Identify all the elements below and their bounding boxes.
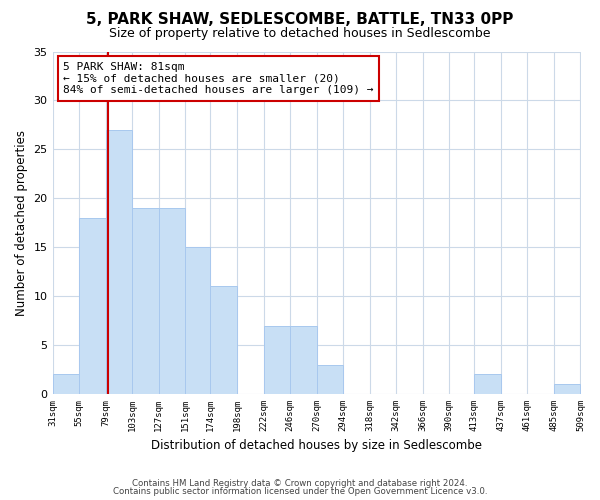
Bar	[106, 130, 132, 394]
X-axis label: Distribution of detached houses by size in Sedlescombe: Distribution of detached houses by size …	[151, 440, 482, 452]
Bar	[475, 374, 501, 394]
Bar	[317, 364, 343, 394]
Text: Contains HM Land Registry data © Crown copyright and database right 2024.: Contains HM Land Registry data © Crown c…	[132, 478, 468, 488]
Y-axis label: Number of detached properties: Number of detached properties	[15, 130, 28, 316]
Text: 5, PARK SHAW, SEDLESCOMBE, BATTLE, TN33 0PP: 5, PARK SHAW, SEDLESCOMBE, BATTLE, TN33 …	[86, 12, 514, 28]
Bar	[290, 326, 317, 394]
Bar	[158, 208, 185, 394]
Bar	[263, 326, 290, 394]
Text: 5 PARK SHAW: 81sqm
← 15% of detached houses are smaller (20)
84% of semi-detache: 5 PARK SHAW: 81sqm ← 15% of detached hou…	[63, 62, 374, 95]
Text: Contains public sector information licensed under the Open Government Licence v3: Contains public sector information licen…	[113, 487, 487, 496]
Bar	[185, 247, 211, 394]
Bar	[211, 286, 237, 394]
Bar	[53, 374, 79, 394]
Bar	[79, 218, 106, 394]
Bar	[132, 208, 158, 394]
Bar	[554, 384, 580, 394]
Text: Size of property relative to detached houses in Sedlescombe: Size of property relative to detached ho…	[109, 28, 491, 40]
